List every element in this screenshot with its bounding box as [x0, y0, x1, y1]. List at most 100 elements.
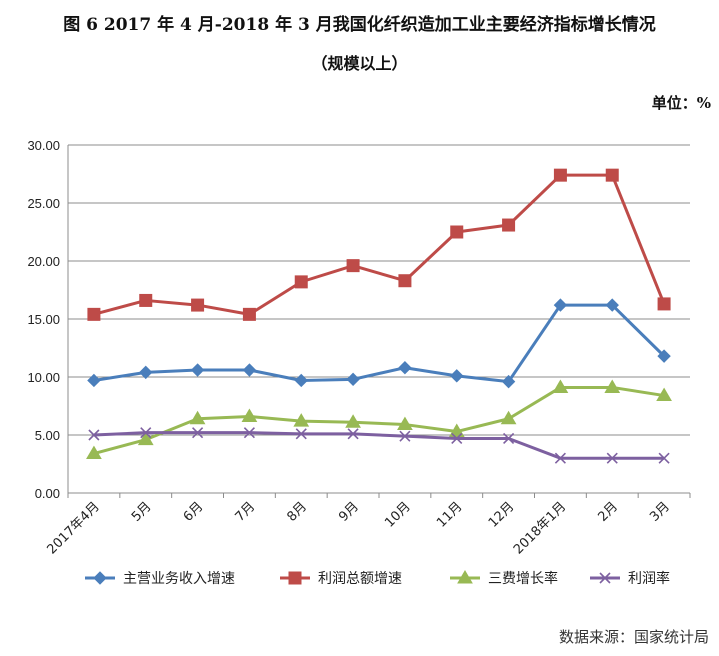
y-tick-label: 15.00 [27, 312, 60, 327]
data-point-stroke [243, 427, 255, 439]
x-tick-label: 2018年1月 [511, 499, 569, 557]
data-point [500, 410, 517, 425]
data-point [137, 431, 154, 446]
data-point [503, 432, 515, 445]
x-tick-label: 10月 [382, 499, 413, 530]
data-point [242, 363, 257, 377]
legend-item: 利润总额增速 [280, 571, 402, 587]
legend-item: 三费增长率 [450, 570, 558, 587]
data-point [605, 168, 619, 182]
data-point [451, 432, 463, 445]
x-tick-label: 5月 [129, 499, 155, 525]
data-point [295, 428, 307, 440]
x-tick-label: 6月 [181, 499, 207, 525]
data-point [87, 373, 101, 388]
legend-item: 利润率 [590, 570, 670, 587]
data-point [657, 349, 671, 363]
series-2 [87, 168, 671, 321]
source-note: 数据来源：国家统计局 [558, 628, 709, 646]
y-tick-label: 10.00 [27, 370, 60, 385]
x-tick-label: 7月 [233, 499, 259, 525]
y-tick-label: 0.00 [35, 486, 60, 501]
legend-label: 利润总额增速 [318, 571, 402, 587]
data-point [398, 274, 412, 288]
chart-subtitle: （规模以上） [311, 54, 408, 73]
data-point [88, 429, 100, 441]
data-point [192, 427, 204, 439]
data-point-stroke [347, 428, 359, 440]
data-point [656, 387, 672, 402]
unit-label: 单位：% [651, 94, 711, 112]
data-point [501, 374, 516, 389]
data-point-stroke [606, 452, 618, 464]
data-point [553, 298, 568, 312]
legend-label: 三费增长率 [488, 570, 558, 587]
data-point [398, 361, 412, 375]
data-point [190, 363, 205, 377]
data-point [140, 427, 152, 439]
data-point [450, 225, 464, 239]
x-tick-label: 11月 [434, 499, 465, 530]
data-point [448, 423, 465, 438]
data-point-stroke [503, 432, 515, 445]
data-point [604, 379, 621, 393]
x-tick-label: 9月 [336, 499, 362, 525]
data-point [605, 298, 619, 312]
data-point [242, 307, 256, 321]
series-1 [87, 298, 671, 389]
data-point [657, 297, 671, 311]
y-tick-label: 20.00 [27, 254, 60, 269]
data-point [294, 275, 308, 289]
data-point [139, 365, 153, 380]
series-line [93, 173, 666, 316]
legend: 主营业务收入增速 利润总额增速 三费增长率 利润率 [85, 570, 670, 587]
data-point [457, 570, 473, 584]
data-point [87, 307, 101, 321]
data-point [139, 293, 153, 307]
series-layer [86, 168, 672, 464]
data-point [293, 413, 310, 427]
x-tick-label: 2017年4月 [45, 499, 103, 557]
y-tick-label: 30.00 [27, 138, 60, 153]
series-3 [86, 379, 672, 460]
data-point [554, 452, 566, 464]
data-point [450, 369, 464, 383]
data-point [345, 414, 361, 428]
data-point [606, 452, 618, 464]
data-point [347, 428, 359, 440]
data-point [399, 430, 411, 442]
y-tick-label: 25.00 [27, 196, 60, 211]
legend-label: 利润率 [628, 570, 670, 587]
x-tick-label: 2月 [595, 499, 621, 525]
x-tick-label: 12月 [486, 499, 517, 530]
x-tick-label: 3月 [647, 499, 673, 525]
data-point-stroke [88, 429, 100, 441]
data-point [243, 427, 255, 439]
data-point [553, 168, 567, 182]
data-point [552, 379, 569, 393]
data-point-stroke [599, 572, 611, 584]
data-point [658, 452, 670, 464]
data-point-stroke [554, 452, 566, 464]
data-point [294, 373, 308, 388]
series-line [93, 385, 665, 456]
data-point [502, 218, 516, 232]
y-axis: 30.00 25.00 20.00 15.00 10.00 5.00 0.00 [27, 138, 69, 501]
data-point-stroke [451, 432, 463, 445]
data-point [397, 416, 413, 431]
legend-item: 主营业务收入增速 [85, 571, 235, 587]
y-tick-label: 5.00 [35, 428, 60, 443]
data-point [86, 445, 102, 460]
legend-label: 主营业务收入增速 [123, 571, 235, 587]
data-point [93, 571, 107, 585]
x-tick-label: 8月 [284, 499, 310, 525]
data-point [599, 572, 611, 584]
data-point [191, 298, 205, 312]
data-point [288, 571, 302, 585]
data-point-stroke [399, 430, 411, 442]
series-4 [88, 427, 670, 464]
series-line [93, 431, 665, 460]
data-point-stroke [140, 427, 152, 439]
